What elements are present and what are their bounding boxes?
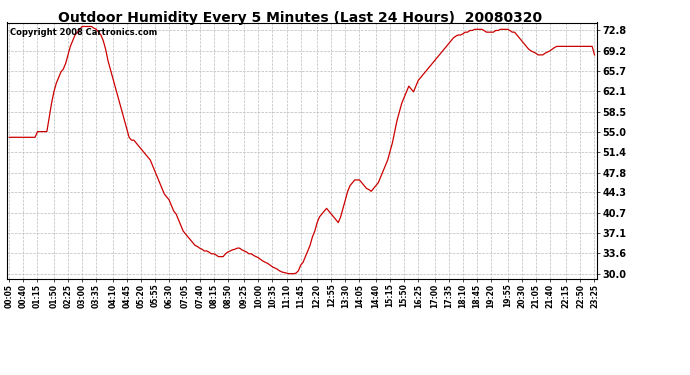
Text: Copyright 2008 Cartronics.com: Copyright 2008 Cartronics.com: [10, 28, 157, 37]
Text: Outdoor Humidity Every 5 Minutes (Last 24 Hours)  20080320: Outdoor Humidity Every 5 Minutes (Last 2…: [58, 11, 542, 25]
